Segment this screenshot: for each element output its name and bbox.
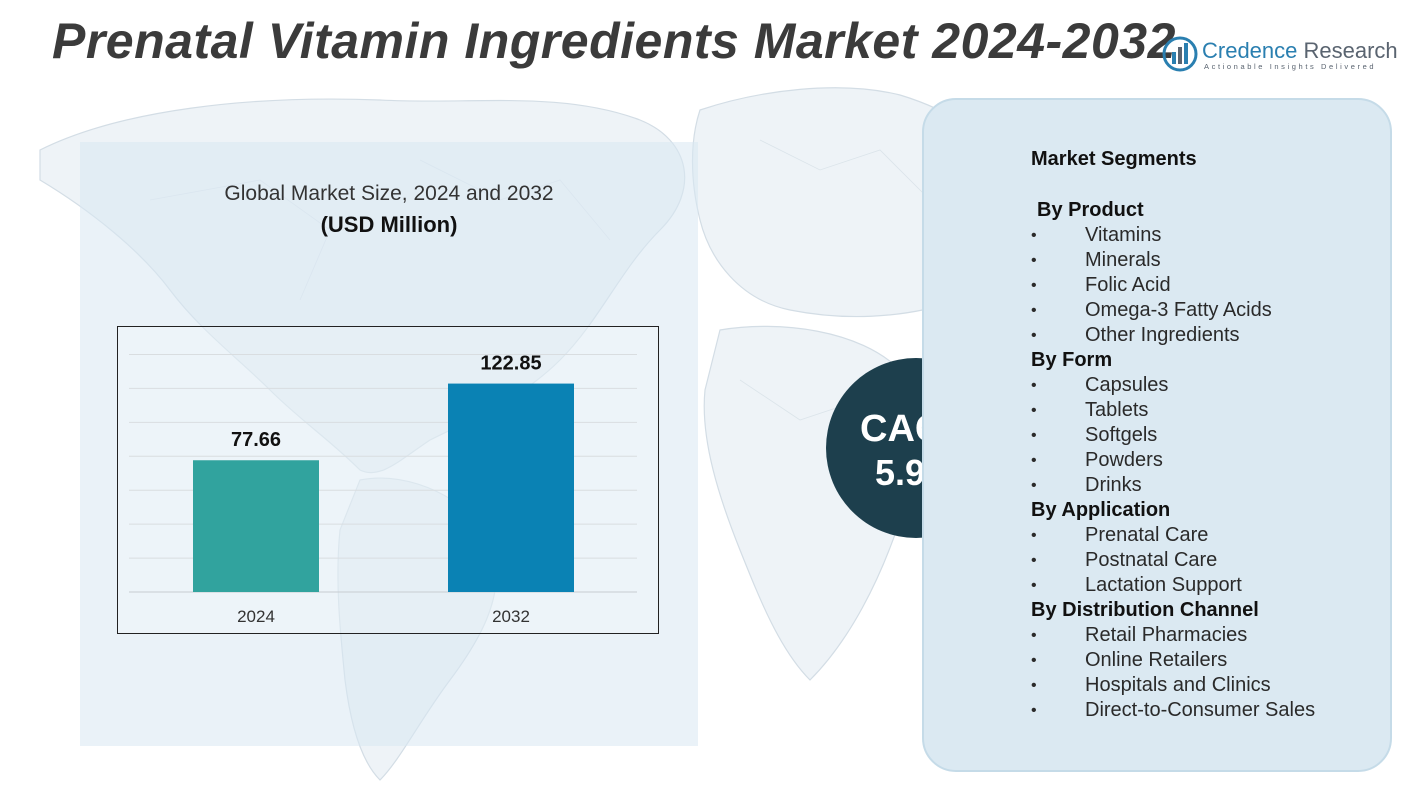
chart-title: Global Market Size, 2024 and 2032: [224, 182, 554, 205]
segment-group-product: By Product • Vitamins • Minerals • Folic Ac…: [1031, 198, 1381, 348]
segment-item-label: Postnatal Care: [1085, 549, 1218, 571]
segment-item: • Hospitals and Clinics: [1031, 673, 1381, 698]
segment-item-label: Prenatal Care: [1085, 524, 1209, 546]
bullet: •: [1031, 527, 1037, 544]
segment-item: • Other Ingredients: [1031, 323, 1381, 348]
segment-item-label: Vitamins: [1085, 224, 1162, 246]
segment-item-label: Other Ingredients: [1085, 324, 1240, 346]
segment-item-label: Minerals: [1085, 249, 1161, 271]
segments-heading: Market Segments: [1031, 148, 1197, 170]
bullet: •: [1031, 452, 1037, 469]
x-tick-label-2032: 2032: [492, 607, 530, 626]
segment-item: • Powders: [1031, 448, 1381, 473]
bullet: •: [1031, 277, 1037, 294]
segment-item: • Folic Acid: [1031, 273, 1381, 298]
bar-chart: 77.66 2024 122.85 2032: [129, 353, 637, 626]
x-tick-label-2024: 2024: [237, 607, 275, 626]
segment-item: • Direct-to-Consumer Sales: [1031, 698, 1381, 723]
segment-group-title: By Distribution Channel: [1031, 599, 1259, 621]
bullet: •: [1031, 627, 1037, 644]
segment-item-label: Tablets: [1085, 399, 1149, 421]
segment-item-label: Direct-to-Consumer Sales: [1085, 699, 1316, 721]
segment-item-label: Powders: [1085, 449, 1163, 471]
logo-name: Credence Research: [1202, 38, 1398, 64]
segment-item: • Softgels: [1031, 423, 1381, 448]
segment-group-title: By Form: [1031, 349, 1113, 371]
segment-item: • Online Retailers: [1031, 648, 1381, 673]
segment-item-label: Folic Acid: [1085, 274, 1171, 296]
segment-item-label: Hospitals and Clinics: [1085, 674, 1271, 696]
segment-item-label: Omega-3 Fatty Acids: [1085, 299, 1272, 321]
data-label-2024: 77.66: [231, 429, 281, 451]
segment-group-title: By Application: [1031, 499, 1171, 521]
bar-2032: [448, 383, 574, 592]
segment-item: • Prenatal Care: [1031, 523, 1381, 548]
segment-item: • Omega-3 Fatty Acids: [1031, 298, 1381, 323]
segment-item: • Retail Pharmacies: [1031, 623, 1381, 648]
bullet: •: [1031, 252, 1037, 269]
segment-item-label: Online Retailers: [1085, 649, 1228, 671]
segment-group-distribution-channel: By Distribution Channel • Retail Pharmaci…: [1031, 598, 1381, 723]
bar-2024: [193, 460, 319, 592]
logo-name-part1: Credence: [1202, 38, 1298, 63]
bullet: •: [1031, 302, 1037, 319]
segments-panel: [922, 98, 1392, 772]
segment-item-label: Retail Pharmacies: [1085, 624, 1248, 646]
bullet: •: [1031, 227, 1037, 244]
segment-item: • Lactation Support: [1031, 573, 1381, 598]
bullet: •: [1031, 702, 1037, 719]
bullet: •: [1031, 402, 1037, 419]
segment-item-label: Drinks: [1085, 474, 1142, 496]
segment-group-form: By Form • Capsules • Tablets • Softgels • Po…: [1031, 348, 1381, 498]
segment-item-label: Lactation Support: [1085, 574, 1242, 596]
segment-group-title: By Product: [1037, 199, 1144, 221]
chart-unit: (USD Million): [320, 212, 458, 237]
company-logo: Credence Research Actionable Insights De…: [1160, 34, 1400, 78]
chart-panel: [80, 142, 698, 746]
segment-item: • Postnatal Care: [1031, 548, 1381, 573]
segment-item: • Minerals: [1031, 248, 1381, 273]
bullet: •: [1031, 477, 1037, 494]
bullet: •: [1031, 427, 1037, 444]
segment-item-label: Capsules: [1085, 374, 1169, 396]
segment-item: • Drinks: [1031, 473, 1381, 498]
segment-item: • Vitamins: [1031, 223, 1381, 248]
segment-item: • Tablets: [1031, 398, 1381, 423]
segments-list: By Product • Vitamins • Minerals • Folic Ac…: [1031, 198, 1381, 723]
segment-group-application: By Application • Prenatal Care • Postnatal…: [1031, 498, 1381, 598]
segment-item-label: Softgels: [1085, 424, 1158, 446]
logo-tagline: Actionable Insights Delivered: [1204, 62, 1377, 71]
segment-item: • Capsules: [1031, 373, 1381, 398]
page-title: Prenatal Vitamin Ingredients Market 2024…: [52, 13, 1176, 69]
bullet: •: [1031, 577, 1037, 594]
logo-name-part2: Research: [1303, 38, 1398, 63]
bullet: •: [1031, 552, 1037, 569]
bullet: •: [1031, 327, 1037, 344]
bar-chart-logo-icon: [1162, 36, 1198, 72]
bullet: •: [1031, 677, 1037, 694]
data-label-2032: 122.85: [480, 353, 541, 375]
bullet: •: [1031, 377, 1037, 394]
bullet: •: [1031, 652, 1037, 669]
